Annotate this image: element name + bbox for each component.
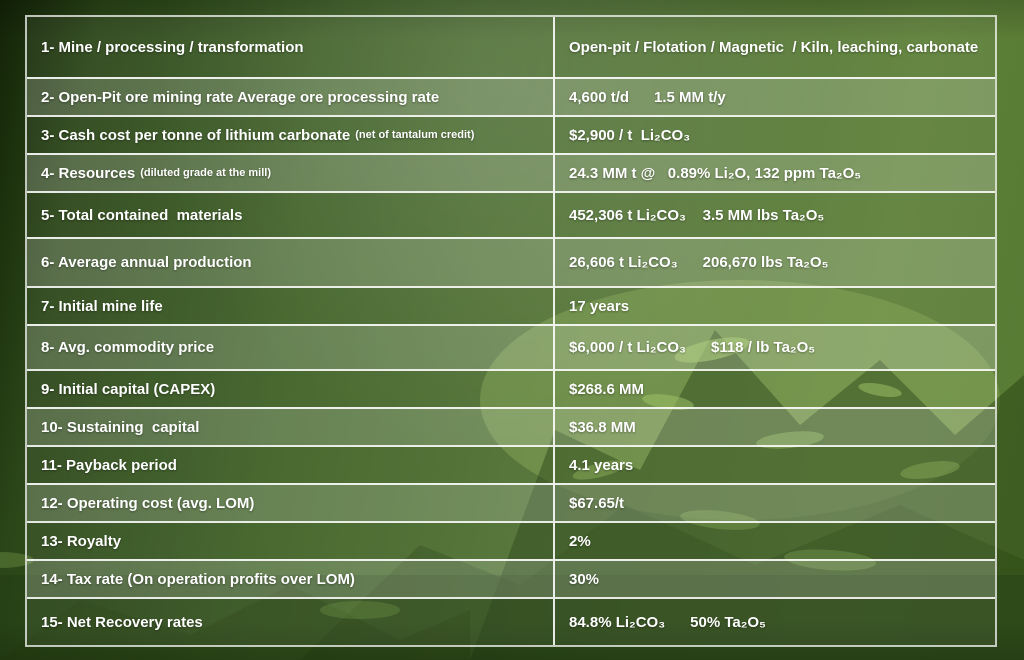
row-label-text: 6- Average annual production: [41, 254, 252, 271]
row-label: 1- Mine / processing / transformation: [27, 17, 553, 77]
row-value-text: 4,600 t/d 1.5 MM t/y: [569, 88, 726, 106]
table-row: 10- Sustaining capital $36.8 MM: [27, 407, 995, 445]
row-value-text: $268.6 MM: [569, 380, 645, 398]
table-row: 13- Royalty 2%: [27, 521, 995, 559]
row-label-text: 12- Operating cost (avg. LOM): [41, 494, 255, 512]
row-label-text: 2- Open-Pit ore mining rate Average ore …: [41, 88, 440, 106]
row-label: 8- Avg. commodity price: [27, 326, 553, 369]
row-value-text: 4.1 years: [569, 456, 634, 474]
row-value-text: 26,606 t Li₂CO₃ 206,670 lbs Ta₂O₅: [569, 254, 829, 271]
row-label: 4- Resources (diluted grade at the mill): [27, 155, 553, 191]
row-label-text: 13- Royalty: [41, 532, 122, 550]
row-value: 17 years: [553, 288, 995, 324]
row-value: $36.8 MM: [553, 409, 995, 445]
row-value: $67.65/t: [553, 485, 995, 521]
table-row: 4- Resources (diluted grade at the mill) …: [27, 153, 995, 191]
row-value: 30%: [553, 561, 995, 597]
row-label: 10- Sustaining capital: [27, 409, 553, 445]
row-value: $6,000 / t Li₂CO₃ $118 / lb Ta₂O₅: [553, 326, 995, 369]
project-parameters-table: 1- Mine / processing / transformation Op…: [25, 15, 997, 647]
row-label-text: 11- Payback period: [41, 456, 177, 474]
row-label-text: 14- Tax rate (On operation profits over …: [41, 570, 355, 588]
row-value-text: 452,306 t Li₂CO₃ 3.5 MM lbs Ta₂O₅: [569, 206, 825, 224]
row-value: 26,606 t Li₂CO₃ 206,670 lbs Ta₂O₅: [553, 239, 995, 286]
row-label-note: (net of tantalum credit): [355, 128, 475, 141]
table-row: 11- Payback period 4.1 years: [27, 445, 995, 483]
table-row: 5- Total contained materials 452,306 t L…: [27, 191, 995, 237]
row-label: 12- Operating cost (avg. LOM): [27, 485, 553, 521]
table-row: 8- Avg. commodity price $6,000 / t Li₂CO…: [27, 324, 995, 369]
row-label: 11- Payback period: [27, 447, 553, 483]
row-label: 2- Open-Pit ore mining rate Average ore …: [27, 79, 553, 115]
row-label: 14- Tax rate (On operation profits over …: [27, 561, 553, 597]
row-label-text: 4- Resources: [41, 164, 136, 182]
table-row: 6- Average annual production 26,606 t Li…: [27, 237, 995, 286]
table-row: 7- Initial mine life 17 years: [27, 286, 995, 324]
row-label: 15- Net Recovery rates: [27, 599, 553, 645]
row-value-text: 84.8% Li₂CO₃ 50% Ta₂O₅: [569, 613, 766, 631]
row-label-text: 15- Net Recovery rates: [41, 613, 203, 631]
row-value-text: 30%: [569, 570, 600, 588]
table-row: 15- Net Recovery rates 84.8% Li₂CO₃ 50% …: [27, 597, 995, 645]
row-value: 452,306 t Li₂CO₃ 3.5 MM lbs Ta₂O₅: [553, 193, 995, 237]
table-row: 9- Initial capital (CAPEX) $268.6 MM: [27, 369, 995, 407]
row-label-text: 7- Initial mine life: [41, 297, 163, 315]
row-value-text: $36.8 MM: [569, 418, 636, 436]
table-row: 12- Operating cost (avg. LOM) $67.65/t: [27, 483, 995, 521]
row-label-text: 1- Mine / processing / transformation: [41, 38, 304, 56]
row-value: Open-pit / Flotation / Magnetic / Kiln, …: [553, 17, 995, 77]
row-value: 4.1 years: [553, 447, 995, 483]
table-row: 14- Tax rate (On operation profits over …: [27, 559, 995, 597]
row-value-text: $67.65/t: [569, 494, 625, 512]
row-value: $268.6 MM: [553, 371, 995, 407]
row-value-text: Open-pit / Flotation / Magnetic / Kiln, …: [569, 38, 979, 56]
row-label-text: 8- Avg. commodity price: [41, 339, 215, 356]
row-label-text: 3- Cash cost per tonne of lithium carbon…: [41, 126, 351, 144]
row-label-text: 9- Initial capital (CAPEX): [41, 380, 216, 398]
row-value-text: 17 years: [569, 297, 630, 315]
row-label: 6- Average annual production: [27, 239, 553, 286]
table-row: 3- Cash cost per tonne of lithium carbon…: [27, 115, 995, 153]
row-value-text: $6,000 / t Li₂CO₃ $118 / lb Ta₂O₅: [569, 339, 816, 356]
row-value: 84.8% Li₂CO₃ 50% Ta₂O₅: [553, 599, 995, 645]
row-value-text: 2%: [569, 532, 591, 550]
row-label: 7- Initial mine life: [27, 288, 553, 324]
row-label: 13- Royalty: [27, 523, 553, 559]
row-value-text: 24.3 MM t @ 0.89% Li₂O, 132 ppm Ta₂O₅: [569, 164, 862, 182]
row-label: 9- Initial capital (CAPEX): [27, 371, 553, 407]
table-row: 2- Open-Pit ore mining rate Average ore …: [27, 77, 995, 115]
row-value: 4,600 t/d 1.5 MM t/y: [553, 79, 995, 115]
row-value: $2,900 / t Li₂CO₃: [553, 117, 995, 153]
row-label-text: 10- Sustaining capital: [41, 418, 200, 436]
row-label: 5- Total contained materials: [27, 193, 553, 237]
row-value: 2%: [553, 523, 995, 559]
row-label: 3- Cash cost per tonne of lithium carbon…: [27, 117, 553, 153]
row-label-note: (diluted grade at the mill): [140, 166, 272, 179]
row-value: 24.3 MM t @ 0.89% Li₂O, 132 ppm Ta₂O₅: [553, 155, 995, 191]
row-value-text: $2,900 / t Li₂CO₃: [569, 126, 691, 144]
table-row: 1- Mine / processing / transformation Op…: [27, 17, 995, 77]
row-label-text: 5- Total contained materials: [41, 206, 243, 224]
